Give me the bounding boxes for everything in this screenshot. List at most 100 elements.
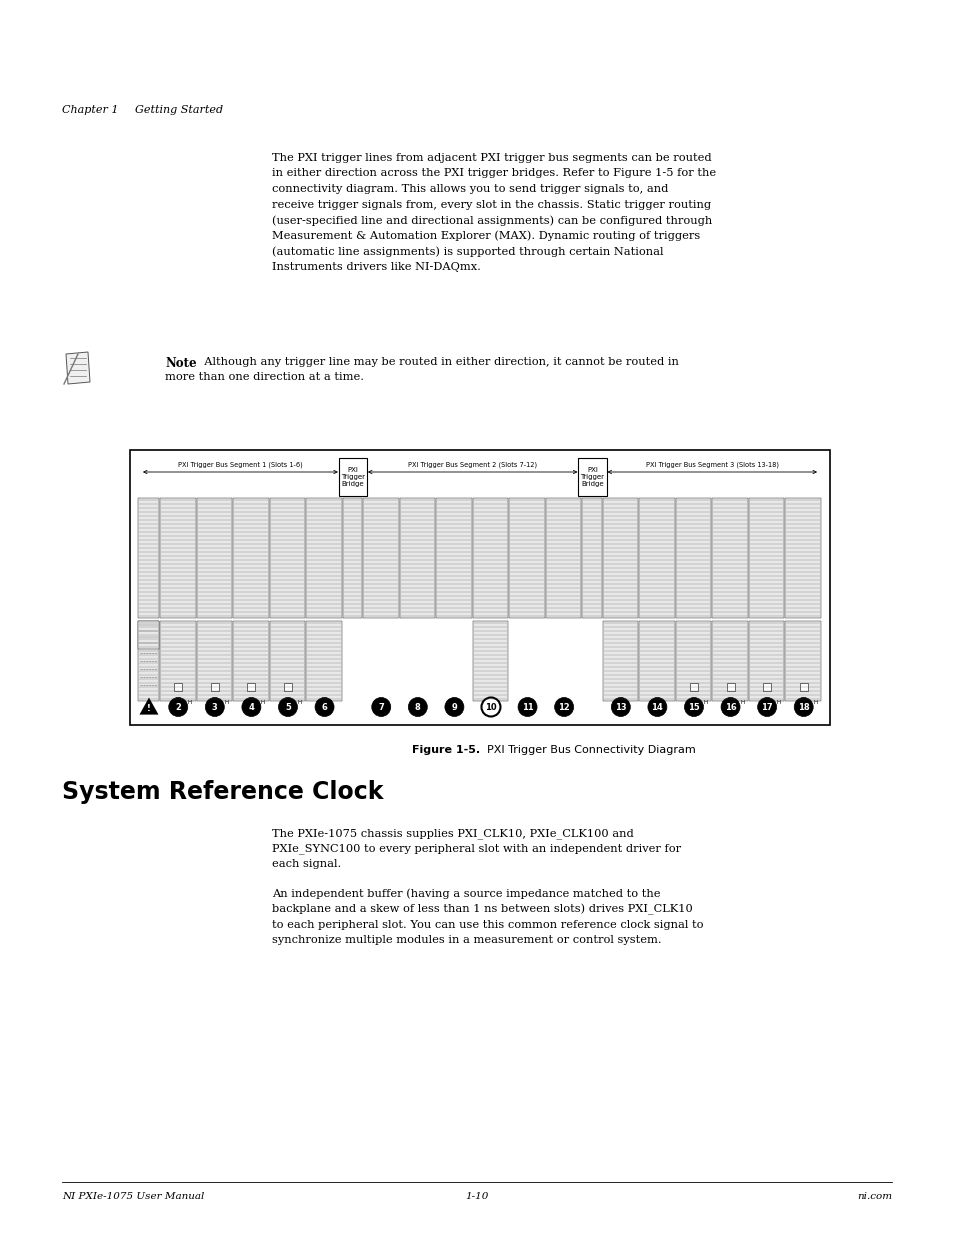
Bar bbox=[138, 621, 159, 650]
Text: PXI
Trigger
Bridge: PXI Trigger Bridge bbox=[579, 467, 604, 487]
Text: each signal.: each signal. bbox=[272, 860, 341, 869]
Text: Getting Started: Getting Started bbox=[135, 105, 223, 115]
Circle shape bbox=[683, 698, 702, 716]
Text: receive trigger signals from, every slot in the chassis. Static trigger routing: receive trigger signals from, every slot… bbox=[272, 200, 710, 210]
Bar bbox=[784, 498, 821, 618]
Bar bbox=[233, 498, 269, 618]
Bar bbox=[582, 498, 601, 618]
Bar bbox=[748, 621, 783, 701]
Bar bbox=[270, 621, 305, 701]
Bar bbox=[578, 458, 606, 496]
Bar bbox=[247, 683, 255, 692]
Bar bbox=[472, 621, 508, 701]
Text: 11: 11 bbox=[521, 703, 533, 711]
Bar bbox=[675, 498, 711, 618]
Bar bbox=[748, 498, 783, 618]
Bar bbox=[472, 498, 508, 618]
Circle shape bbox=[720, 698, 740, 716]
Text: 16: 16 bbox=[724, 703, 736, 711]
Bar bbox=[545, 498, 580, 618]
Text: H: H bbox=[188, 699, 192, 704]
Text: 2: 2 bbox=[175, 703, 181, 711]
Text: 3: 3 bbox=[212, 703, 217, 711]
Text: more than one direction at a time.: more than one direction at a time. bbox=[165, 373, 364, 383]
Text: 9: 9 bbox=[451, 703, 456, 711]
Bar bbox=[689, 683, 698, 692]
Bar bbox=[639, 621, 674, 701]
Bar bbox=[675, 621, 711, 701]
Bar bbox=[306, 621, 341, 701]
Bar bbox=[284, 683, 292, 692]
Bar bbox=[270, 498, 305, 618]
Circle shape bbox=[169, 698, 188, 716]
Circle shape bbox=[372, 698, 391, 716]
Text: System Reference Clock: System Reference Clock bbox=[62, 781, 383, 804]
Bar bbox=[399, 498, 435, 618]
Circle shape bbox=[554, 698, 573, 716]
Bar bbox=[138, 498, 159, 618]
Circle shape bbox=[278, 698, 297, 716]
Text: PXI Trigger Bus Segment 2 (Slots 7-12): PXI Trigger Bus Segment 2 (Slots 7-12) bbox=[408, 462, 537, 468]
Circle shape bbox=[757, 698, 776, 716]
Bar bbox=[174, 683, 182, 692]
Text: 13: 13 bbox=[615, 703, 626, 711]
Text: Although any trigger line may be routed in either direction, it cannot be routed: Although any trigger line may be routed … bbox=[196, 357, 679, 367]
Text: H: H bbox=[224, 699, 228, 704]
Text: PXI Trigger Bus Segment 3 (Slots 13-18): PXI Trigger Bus Segment 3 (Slots 13-18) bbox=[645, 462, 778, 468]
Text: 14: 14 bbox=[651, 703, 662, 711]
Text: H: H bbox=[812, 699, 817, 704]
Circle shape bbox=[242, 698, 260, 716]
Text: !: ! bbox=[147, 704, 151, 714]
Bar bbox=[338, 458, 367, 496]
Bar bbox=[196, 621, 232, 701]
Text: 8: 8 bbox=[415, 703, 420, 711]
Circle shape bbox=[444, 698, 463, 716]
Text: ni.com: ni.com bbox=[856, 1192, 891, 1200]
Text: H: H bbox=[297, 699, 301, 704]
Text: Note: Note bbox=[165, 357, 196, 370]
Circle shape bbox=[794, 698, 812, 716]
Bar bbox=[712, 498, 747, 618]
Text: H: H bbox=[702, 699, 707, 704]
Text: An independent buffer (having a source impedance matched to the: An independent buffer (having a source i… bbox=[272, 888, 659, 899]
Bar bbox=[712, 621, 747, 701]
Bar bbox=[130, 450, 829, 725]
Text: The PXI trigger lines from adjacent PXI trigger bus segments can be routed: The PXI trigger lines from adjacent PXI … bbox=[272, 153, 711, 163]
Circle shape bbox=[647, 698, 666, 716]
Text: H: H bbox=[740, 699, 743, 704]
Circle shape bbox=[481, 698, 500, 716]
Text: in either direction across the PXI trigger bridges. Refer to Figure 1-5 for the: in either direction across the PXI trigg… bbox=[272, 168, 716, 179]
Circle shape bbox=[611, 698, 630, 716]
Bar bbox=[362, 498, 398, 618]
Text: The PXIe-1075 chassis supplies PXI_CLK10, PXIe_CLK100 and: The PXIe-1075 chassis supplies PXI_CLK10… bbox=[272, 827, 633, 839]
Bar bbox=[784, 621, 821, 701]
Text: 17: 17 bbox=[760, 703, 772, 711]
Text: PXIe_SYNC100 to every peripheral slot with an independent driver for: PXIe_SYNC100 to every peripheral slot wi… bbox=[272, 844, 680, 855]
Bar bbox=[196, 498, 232, 618]
Bar bbox=[602, 621, 638, 701]
Text: H: H bbox=[776, 699, 780, 704]
Text: Instruments drivers like NI-DAQmx.: Instruments drivers like NI-DAQmx. bbox=[272, 262, 480, 272]
Bar bbox=[306, 498, 341, 618]
Text: 15: 15 bbox=[687, 703, 700, 711]
Bar bbox=[160, 498, 195, 618]
Polygon shape bbox=[66, 352, 90, 384]
Bar bbox=[211, 683, 218, 692]
Text: NI PXIe-1075 User Manual: NI PXIe-1075 User Manual bbox=[62, 1192, 204, 1200]
Bar bbox=[509, 498, 544, 618]
Text: 10: 10 bbox=[485, 703, 497, 711]
Bar bbox=[799, 683, 807, 692]
Text: 1-10: 1-10 bbox=[465, 1192, 488, 1200]
Text: PXI
Trigger
Bridge: PXI Trigger Bridge bbox=[340, 467, 364, 487]
Text: H: H bbox=[260, 699, 265, 704]
Circle shape bbox=[517, 698, 537, 716]
Bar bbox=[138, 621, 159, 701]
Text: to each peripheral slot. You can use this common reference clock signal to: to each peripheral slot. You can use thi… bbox=[272, 920, 702, 930]
Text: 18: 18 bbox=[797, 703, 809, 711]
Text: synchronize multiple modules in a measurement or control system.: synchronize multiple modules in a measur… bbox=[272, 935, 661, 945]
Bar bbox=[436, 498, 471, 618]
Bar bbox=[602, 498, 638, 618]
Bar bbox=[639, 498, 674, 618]
Text: connectivity diagram. This allows you to send trigger signals to, and: connectivity diagram. This allows you to… bbox=[272, 184, 668, 194]
Bar bbox=[726, 683, 734, 692]
